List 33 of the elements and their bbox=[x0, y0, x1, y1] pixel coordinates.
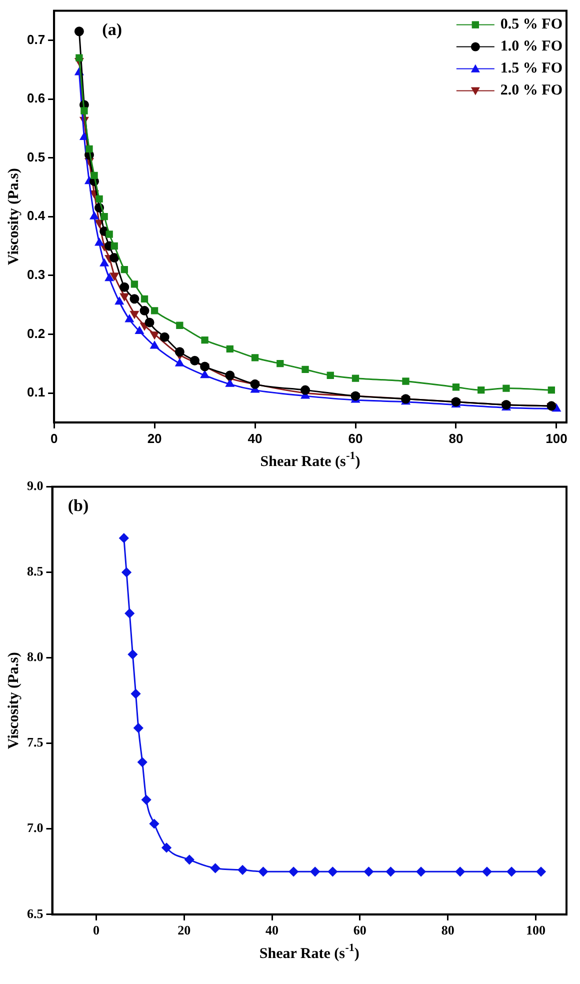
y-tick-label: 8.0 bbox=[27, 649, 44, 664]
x-tick-label: 60 bbox=[348, 430, 363, 446]
legend-label: 2.0 % FO bbox=[500, 82, 563, 99]
x-tick-label: 100 bbox=[546, 430, 568, 446]
x-tick-label: 40 bbox=[266, 922, 279, 938]
x-tick-label: 40 bbox=[248, 430, 262, 446]
x-tick-label: 0 bbox=[50, 430, 58, 446]
y-tick-label: 0.6 bbox=[26, 90, 46, 106]
x-tick-label: 80 bbox=[448, 430, 464, 446]
y-tick-label: 0.2 bbox=[26, 326, 46, 341]
y-tick-label: 0.7 bbox=[26, 32, 46, 47]
legend-label: 1.0 % FO bbox=[500, 38, 563, 55]
y-tick-label: 0.3 bbox=[26, 266, 46, 282]
y-tick-label: 6.5 bbox=[27, 906, 44, 921]
annotation: (b) bbox=[68, 496, 89, 516]
legend-label: 1.5 % FO bbox=[500, 60, 563, 77]
y-tick-label: 0.1 bbox=[26, 384, 46, 400]
x-tick-label: 100 bbox=[526, 922, 546, 938]
y-axis-title: Viscosity (Pa.s) bbox=[6, 652, 22, 750]
x-tick-label: 80 bbox=[441, 922, 454, 938]
y-tick-label: 8.5 bbox=[27, 564, 44, 579]
x-tick-label: 20 bbox=[147, 430, 162, 446]
legend-label: 0.5 % FO bbox=[500, 16, 563, 33]
y-tick-label: 0.4 bbox=[26, 208, 46, 224]
y-axis-title: Viscosity (Pa.s) bbox=[6, 168, 22, 266]
y-tick-label: 7.5 bbox=[27, 734, 44, 750]
x-tick-label: 0 bbox=[92, 922, 100, 938]
y-tick-label: 9.0 bbox=[27, 478, 44, 494]
annotation: (a) bbox=[102, 20, 122, 40]
y-tick-label: 7.0 bbox=[27, 820, 44, 836]
y-tick-label: 0.5 bbox=[26, 149, 46, 164]
x-tick-label: 20 bbox=[178, 922, 191, 938]
x-tick-label: 60 bbox=[353, 922, 366, 938]
